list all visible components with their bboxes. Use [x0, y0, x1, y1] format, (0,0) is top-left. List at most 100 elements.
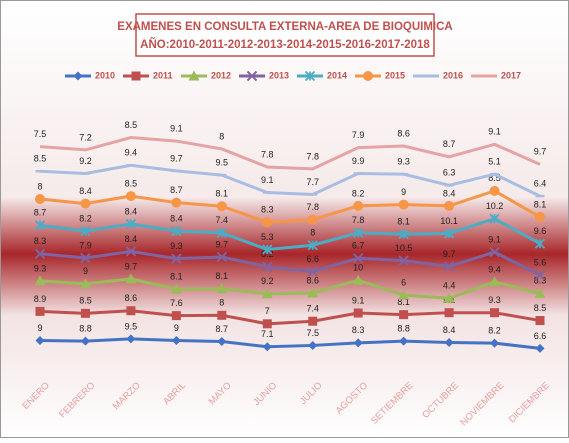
marker — [80, 252, 91, 264]
data-label: 9.7 — [534, 147, 547, 157]
data-label: 9.7 — [170, 153, 183, 163]
marker — [35, 336, 45, 346]
marker — [490, 338, 500, 348]
data-label: 9.7 — [125, 261, 138, 271]
marker — [125, 246, 137, 257]
marker — [131, 71, 141, 81]
data-label: 9.1 — [170, 123, 183, 133]
data-label: 8.7 — [216, 324, 229, 334]
legend-label: 2010 — [95, 70, 115, 80]
marker — [307, 214, 318, 225]
marker — [363, 71, 373, 81]
data-label: 8.1 — [170, 271, 183, 281]
marker — [262, 261, 273, 273]
series-line — [39, 249, 541, 277]
marker — [34, 220, 46, 231]
marker — [352, 274, 364, 285]
data-label: 8.3 — [534, 276, 547, 286]
data-label: 8.5 — [79, 296, 92, 306]
legend-label: 2016 — [443, 70, 463, 80]
data-label: 9 — [37, 323, 42, 333]
data-label: 8.5 — [125, 120, 138, 130]
data-label: 8.2 — [488, 326, 501, 336]
data-label: 9 — [174, 323, 179, 333]
data-label: 8.1 — [534, 199, 547, 209]
marker — [73, 71, 83, 81]
marker — [534, 269, 546, 281]
series-line — [39, 163, 541, 198]
data-label: 7.7 — [306, 177, 319, 187]
series-line — [39, 309, 541, 326]
data-label: 9 — [401, 187, 406, 197]
marker — [307, 287, 319, 298]
data-label: 8.2 — [352, 188, 365, 198]
marker — [535, 343, 545, 353]
marker — [217, 310, 227, 320]
data-label: 8.1 — [397, 216, 410, 226]
marker — [171, 197, 182, 208]
data-label: 8.4 — [443, 325, 456, 335]
marker — [34, 275, 46, 286]
series-line — [39, 189, 541, 224]
data-label: 8 — [310, 228, 315, 238]
data-label: 9.7 — [443, 249, 456, 259]
marker — [80, 226, 91, 237]
marker — [246, 70, 258, 82]
data-label: 8.4 — [79, 186, 92, 196]
data-label: 9.6 — [534, 226, 547, 236]
data-label: 6.7 — [352, 241, 365, 251]
data-label: 9 — [83, 266, 88, 276]
marker — [399, 336, 409, 346]
data-label: 8.4 — [170, 214, 183, 224]
data-label: 8.1 — [216, 189, 229, 199]
data-label: 7.9 — [352, 130, 365, 140]
data-label: 9.7 — [216, 239, 229, 249]
marker — [79, 278, 91, 289]
data-label: 8.4 — [125, 206, 138, 216]
marker — [216, 227, 227, 238]
marker — [353, 200, 364, 211]
data-label: 8.7 — [170, 185, 183, 195]
data-label: 9.1 — [352, 295, 365, 305]
data-label: 8.1 — [397, 297, 410, 307]
data-label: 7 — [265, 306, 270, 316]
data-label: 10.1 — [440, 216, 458, 226]
marker — [80, 198, 91, 209]
data-label: 8 — [219, 131, 224, 141]
data-label: 8.6 — [397, 128, 410, 138]
series-line — [39, 217, 541, 252]
data-label: 8.5 — [488, 173, 501, 183]
data-label: 8.1 — [216, 271, 229, 281]
data-label: 10.2 — [486, 201, 504, 211]
legend-label: 2012 — [211, 70, 231, 80]
series-line — [39, 337, 541, 350]
marker — [262, 244, 273, 255]
data-label: 6.6 — [306, 254, 319, 264]
marker — [534, 238, 546, 249]
data-label: 8.3 — [261, 205, 274, 215]
data-label: 9.3 — [170, 241, 183, 251]
data-label: 10.5 — [395, 243, 413, 253]
marker — [398, 228, 409, 240]
series-line — [39, 135, 541, 171]
data-label: 8.8 — [79, 324, 92, 334]
marker — [489, 246, 500, 258]
data-label: 8.7 — [443, 139, 456, 149]
marker — [308, 316, 318, 326]
legend-label: 2015 — [385, 70, 405, 80]
data-label: 7.5 — [34, 129, 47, 139]
marker — [490, 308, 500, 318]
marker — [534, 287, 546, 298]
marker — [443, 261, 455, 272]
marker — [125, 218, 137, 230]
data-label: 7.4 — [216, 215, 229, 225]
marker — [261, 288, 273, 299]
data-label: 9.2 — [261, 276, 274, 286]
data-label: 9.3 — [34, 263, 47, 273]
marker — [398, 199, 409, 210]
marker — [307, 266, 318, 277]
marker — [308, 340, 318, 350]
data-label: 7.1 — [261, 329, 274, 339]
marker — [35, 194, 45, 205]
